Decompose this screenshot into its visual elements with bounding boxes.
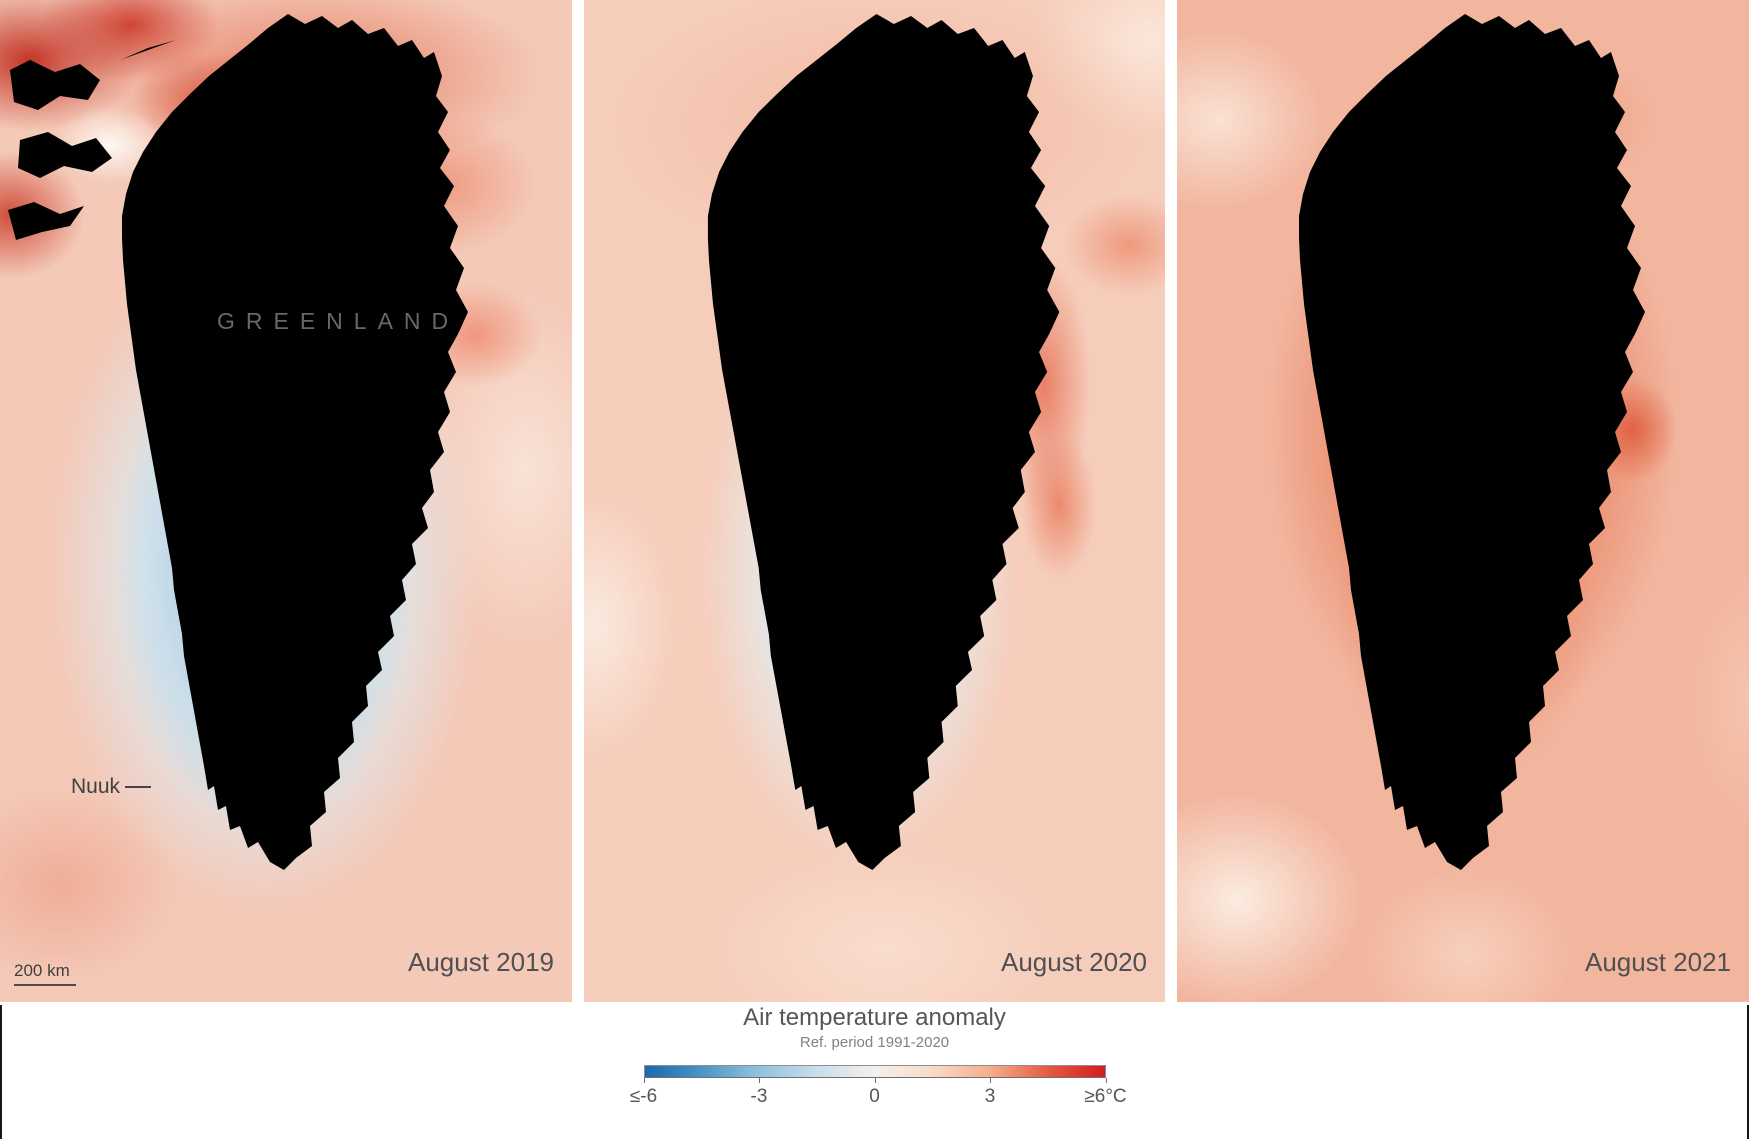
map-panels-row: GREENLAND Nuuk 200 km August 2019 August… — [0, 0, 1749, 1002]
scale-label: 200 km — [14, 961, 70, 980]
colorbar-label-neg3: -3 — [750, 1086, 768, 1108]
greenland-coastline — [8, 14, 468, 870]
colorbar-tick — [1105, 1078, 1107, 1084]
date-label-2020: August 2020 — [1000, 947, 1147, 977]
colorbar-label-pos3: 3 — [984, 1086, 996, 1108]
colorbar-labels: ≤-6 -3 0 3 ≥6°C — [630, 1086, 1127, 1110]
colorbar-tick — [643, 1078, 645, 1084]
colorbar-label-min: ≤-6 — [629, 1086, 658, 1108]
map-panel-august-2021: August 2021 — [1177, 0, 1749, 1002]
colorbar-tick — [874, 1078, 876, 1084]
colorbar-tick — [759, 1078, 760, 1084]
date-label-2021: August 2021 — [1584, 947, 1731, 977]
region-label-greenland: GREENLAND — [217, 308, 460, 334]
greenland-coastline — [707, 14, 1060, 870]
legend-subtitle: Ref. period 1991-2020 — [799, 1034, 950, 1052]
legend-title: Air temperature anomaly — [743, 1004, 1006, 1031]
city-leader-line — [125, 786, 152, 788]
map-panel-august-2019: GREENLAND Nuuk 200 km August 2019 — [0, 0, 572, 1002]
date-label-2019: August 2019 — [407, 947, 554, 977]
greenland-coastline — [1299, 14, 1645, 870]
scale-bar-line — [14, 984, 76, 986]
temperature-colorbar — [643, 1065, 1106, 1079]
colorbar-tick — [990, 1078, 991, 1084]
city-label-nuuk: Nuuk — [71, 775, 152, 799]
city-label-text: Nuuk — [71, 775, 121, 798]
colorbar-label-zero: 0 — [869, 1086, 880, 1108]
colorbar-container: ≤-6 -3 0 3 ≥6°C — [630, 1065, 1127, 1110]
legend-band: Air temperature anomaly Ref. period 1991… — [0, 1005, 1749, 1139]
colorbar-label-max: ≥6°C — [1084, 1086, 1127, 1108]
map-scale-bar: 200 km — [14, 961, 76, 986]
map-panel-august-2020: August 2020 — [584, 0, 1165, 1002]
